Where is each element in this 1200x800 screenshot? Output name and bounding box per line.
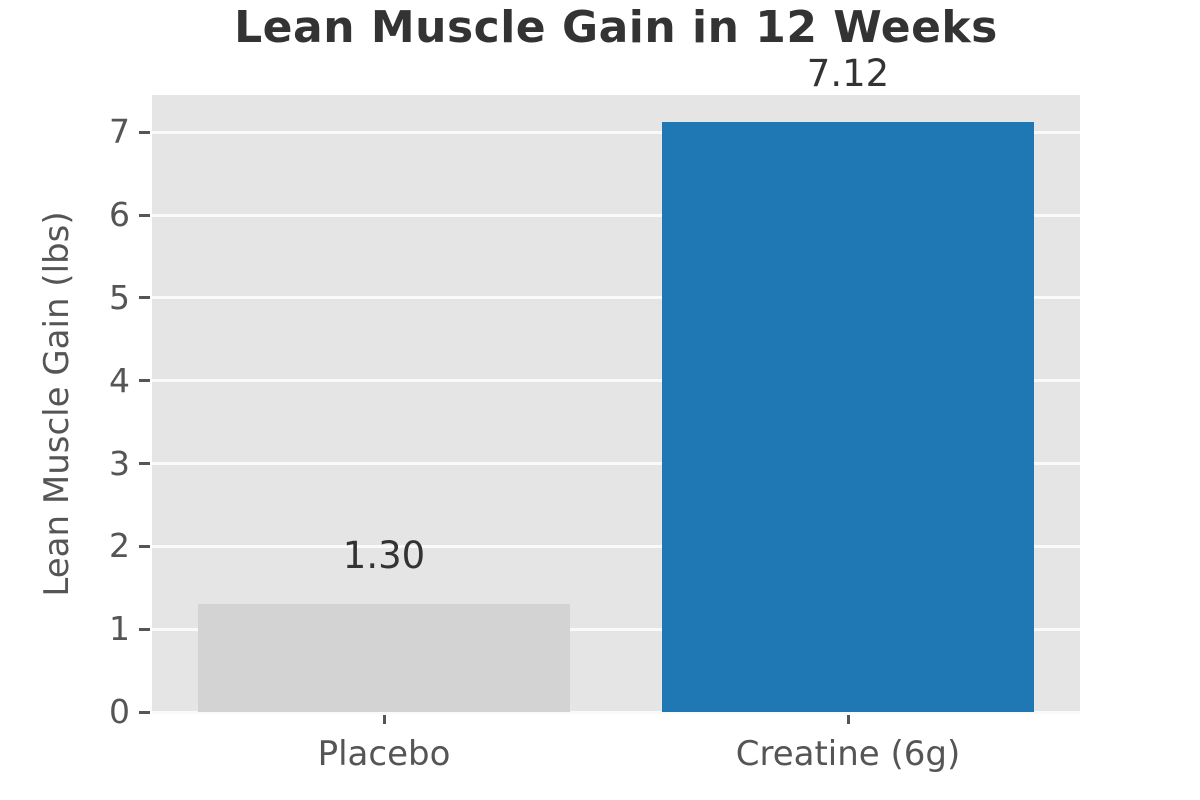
x-tick-label-0: Placebo: [317, 734, 451, 774]
y-tick-mark-6: [139, 213, 150, 217]
y-tick-mark-2: [139, 544, 150, 548]
gridline-y-2: [152, 544, 1080, 548]
y-tick-mark-4: [139, 379, 150, 383]
bar-value-label-1: 7.12: [806, 52, 890, 96]
gridline-y-0: [152, 710, 1080, 714]
y-tick-mark-3: [139, 462, 150, 466]
y-tick-label-2: 2: [109, 526, 130, 566]
x-tick-mark-0: [382, 715, 386, 724]
x-tick-mark-1: [846, 715, 850, 724]
gridline-y-4: [152, 379, 1080, 383]
y-tick-mark-5: [139, 296, 150, 300]
y-tick-label-7: 7: [109, 112, 130, 152]
x-tick-label-1: Creatine (6g): [735, 734, 961, 774]
plot-area: 1.30 7.12: [152, 55, 1080, 714]
gridline-y-5: [152, 296, 1080, 300]
chart-title: Lean Muscle Gain in 12 Weeks: [234, 2, 998, 53]
y-tick-label-6: 6: [109, 195, 130, 235]
y-tick-mark-0: [139, 710, 150, 714]
gridline-y-3: [152, 462, 1080, 466]
bar-placebo: [198, 604, 570, 712]
bar-creatine-6g: [662, 122, 1034, 712]
gridline-y-7: [152, 130, 1080, 134]
y-tick-label-0: 0: [109, 692, 130, 731]
bar-value-label-0: 1.30: [342, 534, 426, 578]
y-tick-label-5: 5: [109, 277, 130, 317]
y-tick-mark-7: [139, 130, 150, 134]
y-tick-label-4: 4: [109, 360, 130, 400]
gridline-y-6: [152, 213, 1080, 217]
y-tick-label-1: 1: [109, 609, 130, 649]
gridline-y-1: [152, 627, 1080, 631]
y-tick-mark-1: [139, 627, 150, 631]
y-tick-label-3: 3: [109, 443, 130, 483]
